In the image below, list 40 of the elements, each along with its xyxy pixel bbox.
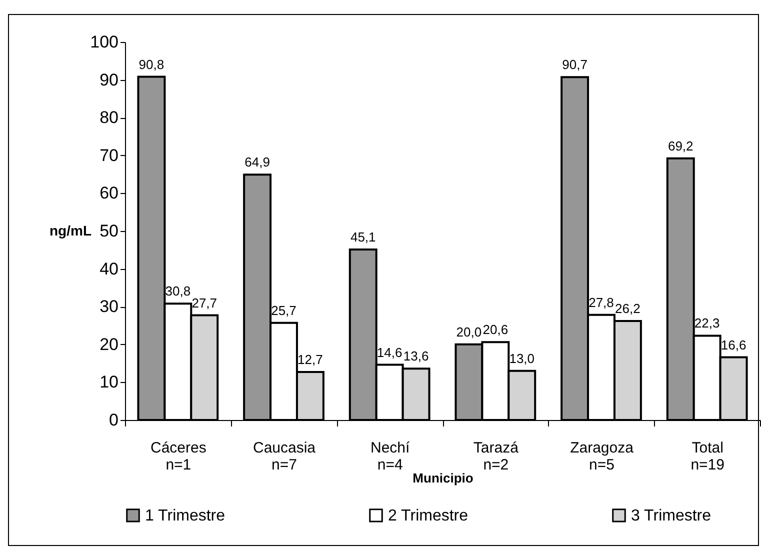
data-label: 27,8 <box>588 294 614 310</box>
data-label: 20,0 <box>456 324 482 340</box>
data-label: 90,8 <box>138 56 164 72</box>
data-label: 26,2 <box>615 300 640 316</box>
x-tick-label: Zaragoza n=5 <box>570 440 634 474</box>
y-axis-title: ng/mL <box>50 222 92 238</box>
data-label: 13,0 <box>509 350 535 366</box>
x-tick-label: Cáceres n=1 <box>150 440 206 474</box>
x-tick-label: Total n=19 <box>690 440 724 474</box>
data-label: 30,8 <box>165 284 191 299</box>
y-tick-label: 100 <box>90 32 118 52</box>
x-tick-label: Caucasia n=7 <box>252 440 316 474</box>
data-label: 20,6 <box>482 322 508 338</box>
data-label: 13,6 <box>403 348 429 364</box>
y-tick-label: 10 <box>100 372 118 392</box>
y-tick-label: 60 <box>100 184 118 203</box>
x-axis-title: Municipio <box>412 470 474 486</box>
y-tick-label: 80 <box>100 108 118 128</box>
y-tick-label: 50 <box>100 222 118 240</box>
legend-label: 3 Trimestre <box>631 507 712 524</box>
x-tick-label: Tarazá n=2 <box>473 440 520 474</box>
x-tick-label: Nechí n=4 <box>370 440 411 474</box>
y-tick-label: 30 <box>100 297 118 316</box>
data-label: 45,1 <box>350 230 376 245</box>
data-label: 14,6 <box>376 344 402 360</box>
y-tick-label: 0 <box>109 410 118 430</box>
data-label: 22,3 <box>694 316 720 331</box>
y-tick-label: 70 <box>100 146 118 165</box>
data-label: 16,6 <box>720 337 746 352</box>
data-label: 25,7 <box>271 302 296 318</box>
legend-label: 1 Trimestre <box>145 507 226 524</box>
data-label: 27,7 <box>192 295 218 310</box>
y-tick-label: 20 <box>100 334 118 354</box>
data-label: 90,7 <box>562 57 588 72</box>
legend-label: 2 Trimestre <box>388 507 468 524</box>
data-label: 69,2 <box>668 138 694 154</box>
y-tick-label: 40 <box>100 259 118 278</box>
data-label: 64,9 <box>244 154 270 170</box>
data-label: 12,7 <box>298 352 323 367</box>
y-tick-label: 90 <box>100 70 118 90</box>
